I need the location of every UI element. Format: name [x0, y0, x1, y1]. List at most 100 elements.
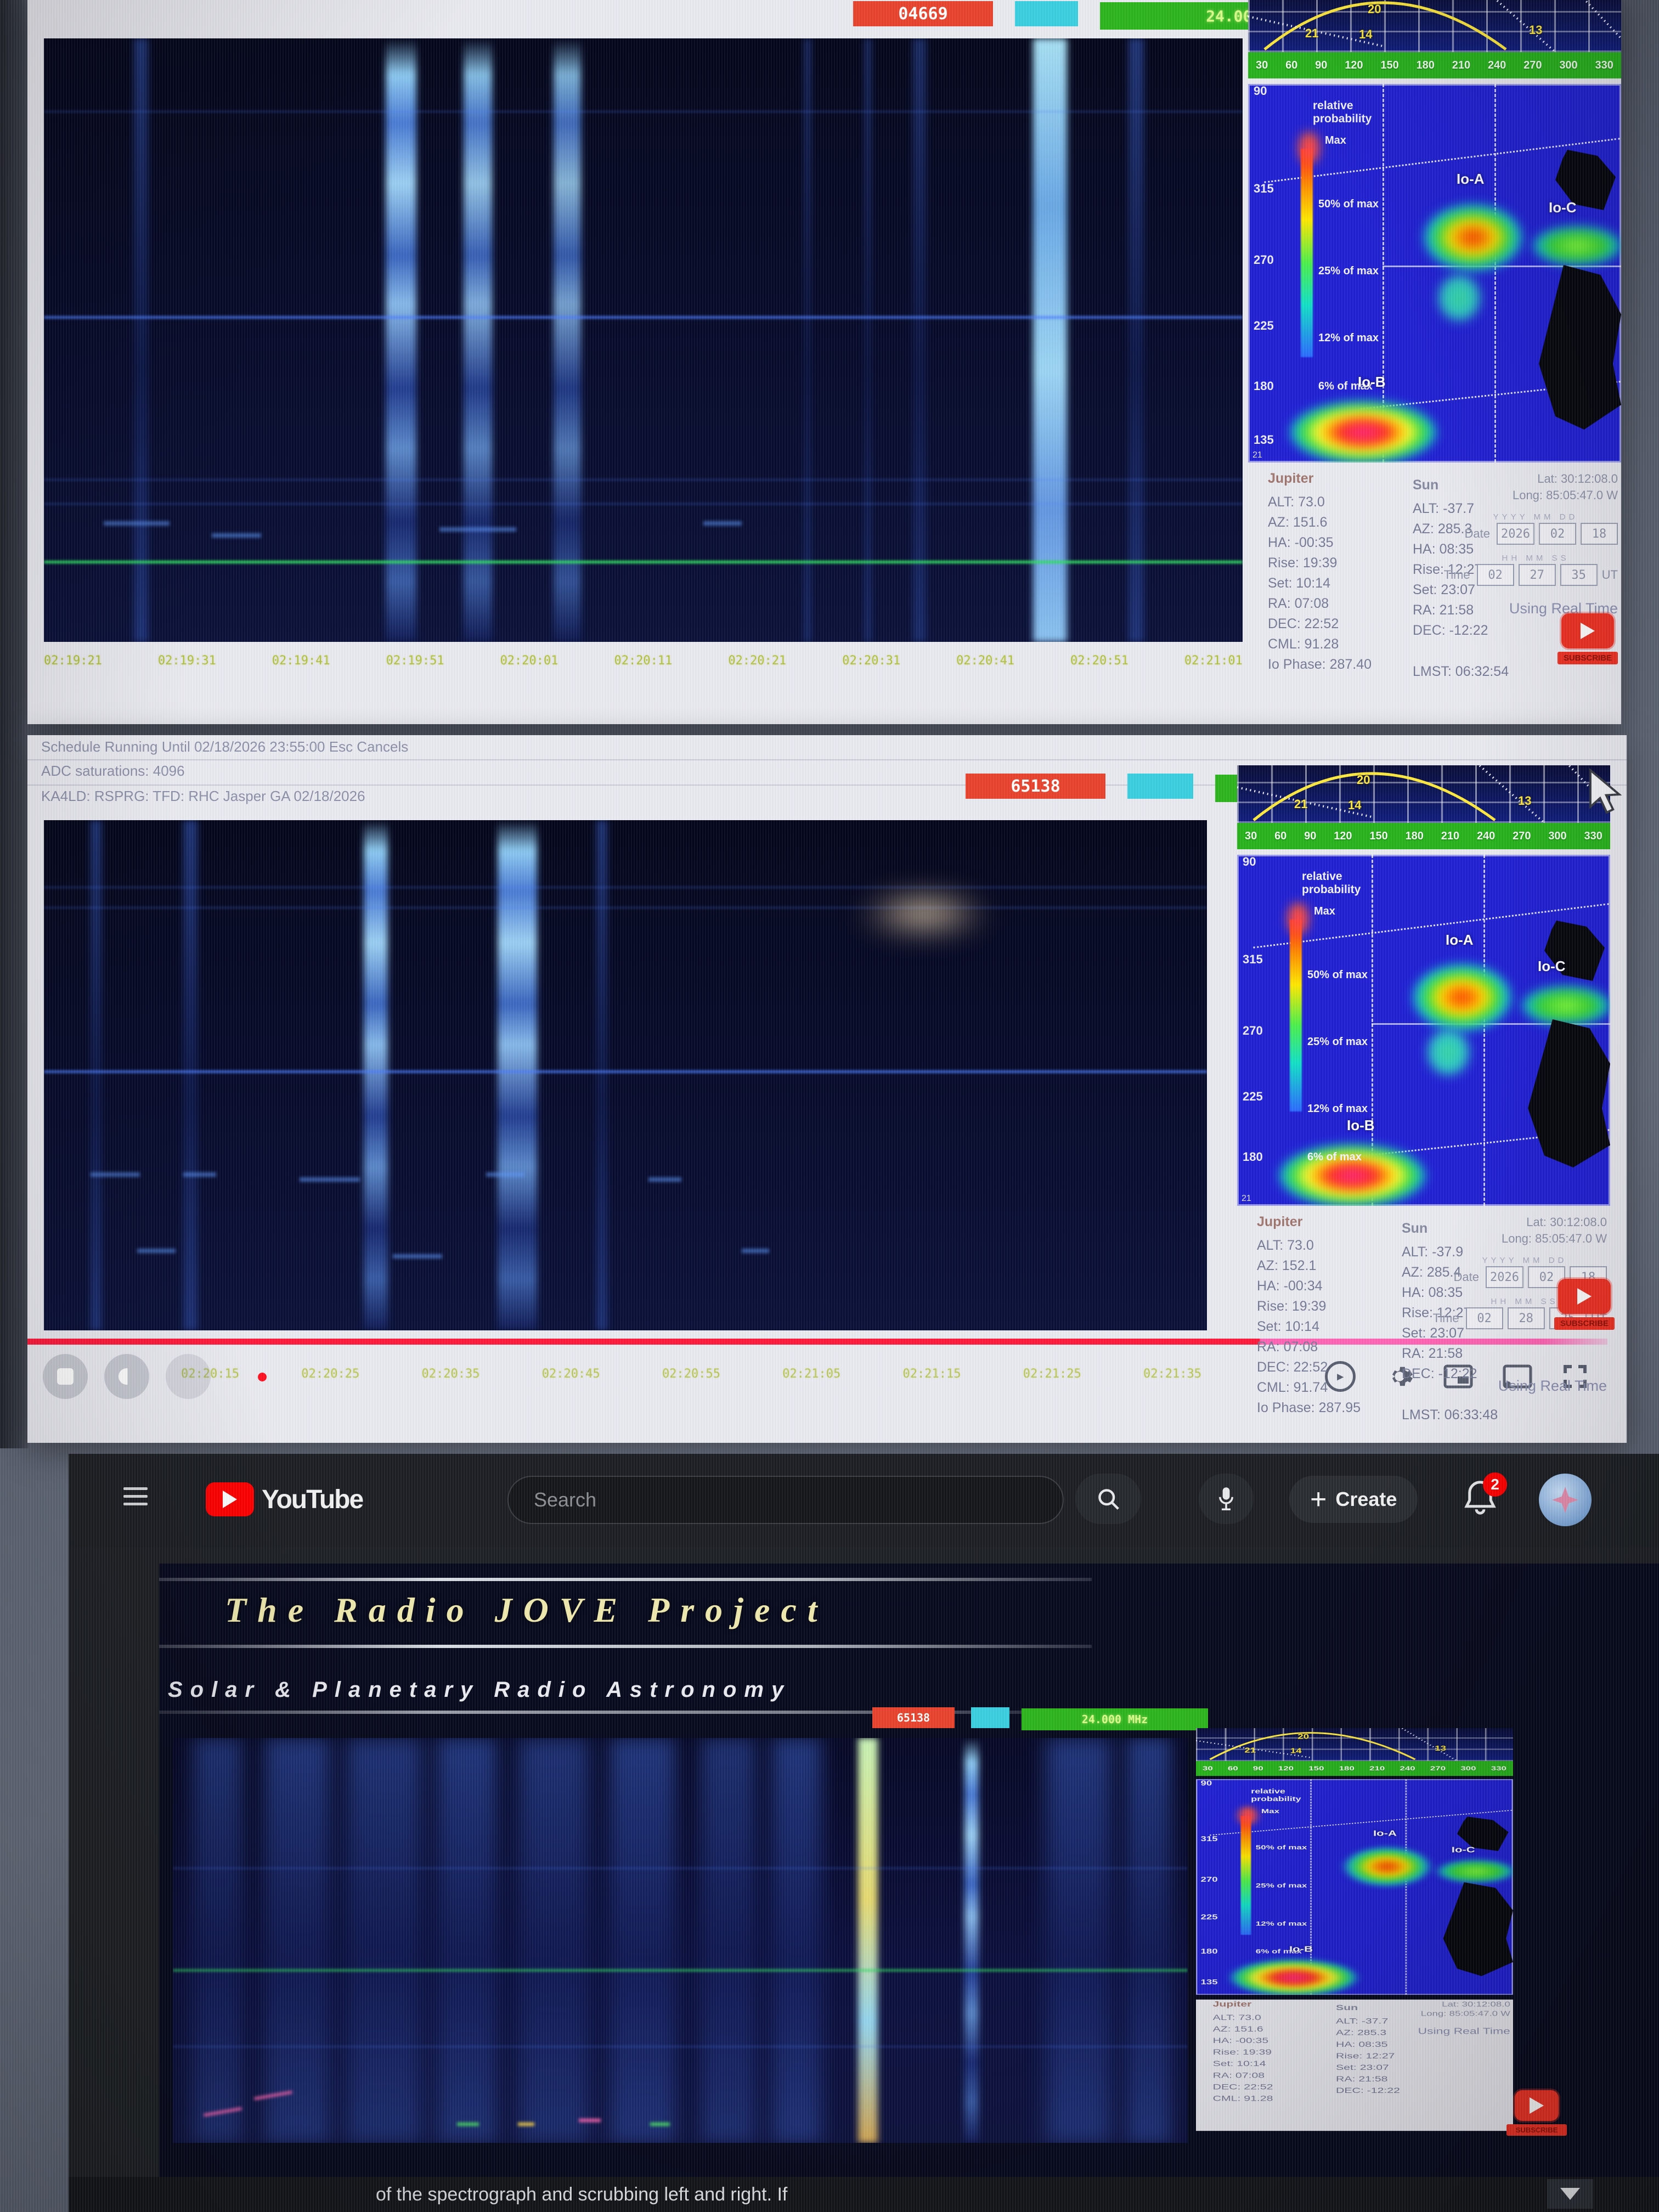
schedule-status: Schedule Running Until 02/18/2026 23:55:… — [41, 738, 409, 755]
spectrogram-display-video — [173, 1738, 1188, 2143]
io-phase: Io Phase: 287.40 — [1268, 657, 1372, 672]
jupiter-title: Jupiter — [1257, 1214, 1303, 1229]
time-axis-middle: 02:20:15 02:20:25 02:20:35 02:20:45 02:20:55… — [181, 1367, 1201, 1381]
time-format: HH MM SS — [1491, 1297, 1559, 1306]
sweep-counter-mini: 65138 — [872, 1707, 955, 1728]
playhead-dot — [258, 1373, 267, 1381]
io-phase: Io Phase: 287.95 — [1257, 1400, 1361, 1415]
altitude-azimuth-chart: 2120141322 — [1196, 1728, 1513, 1761]
autoplay-toggle[interactable]: ▸ — [1325, 1361, 1356, 1392]
subscribe-button[interactable]: SUBSCRIBE — [1558, 613, 1618, 664]
lmst: LMST: 06:33:48 — [1402, 1407, 1498, 1423]
avatar[interactable] — [1539, 1474, 1592, 1526]
hamburger-menu-button[interactable] — [123, 1482, 148, 1510]
caption-text: of the spectrograph and scrubbing left a… — [376, 2183, 788, 2205]
youtube-logo[interactable]: YouTube — [206, 1482, 364, 1516]
settings-gear-icon[interactable] — [1385, 1362, 1414, 1391]
path-curves — [1237, 765, 1610, 823]
video-subtitle-banner: Solar & Planetary Radio Astronomy — [168, 1678, 792, 1702]
date-format: YYYY MM DD — [1493, 512, 1578, 522]
sun-title: Sun — [1413, 477, 1439, 493]
play-icon — [1577, 1288, 1592, 1305]
time-minute-field[interactable]: 28 — [1507, 1307, 1545, 1329]
search-input[interactable] — [533, 1488, 1018, 1512]
play-icon — [1581, 623, 1595, 639]
time-hour-field[interactable]: 02 — [1465, 1307, 1503, 1329]
azimuth-scale: 30 60 90 120 150 180 210 240 270 300 330 — [1196, 1760, 1513, 1776]
region-label-io-c: Io-C — [1538, 958, 1566, 974]
pause-icon — [119, 1368, 128, 1385]
caption-expand-button[interactable] — [1547, 2179, 1593, 2209]
chevron-down-icon — [1560, 2188, 1580, 2200]
altitude-azimuth-chart: 2120141322 — [1248, 0, 1621, 52]
azimuth-scale: 30 60 90 120 150 180 210 240 270 300 330 — [1248, 52, 1621, 78]
avatar-star-shape — [1552, 1487, 1578, 1513]
region-label-io-a: Io-A — [1457, 171, 1485, 187]
time-second-field[interactable]: 35 — [1560, 564, 1598, 586]
longitude: Long: 85:05:47.0 W — [1501, 1232, 1607, 1245]
search-button[interactable] — [1075, 1474, 1141, 1524]
mouse-cursor — [1589, 768, 1622, 814]
player-controls-right: ▸ — [1325, 1354, 1588, 1399]
probability-colorbar — [1290, 919, 1302, 1111]
time-minute-field[interactable]: 27 — [1518, 564, 1556, 586]
spectrograph-window-top: 04669 24.000 MHz 02:19:2102:19:3102:19:4… — [27, 0, 1621, 724]
notification-badge: 2 — [1483, 1472, 1507, 1497]
probability-title: relative probability — [1302, 870, 1361, 896]
play-icon — [1530, 2097, 1544, 2114]
adc-status: ADC saturations: 4096 — [41, 763, 185, 779]
miniplayer-icon[interactable] — [1443, 1364, 1473, 1389]
right-panel-video: 2120141322 30609012015018021024027030033… — [1196, 1728, 1580, 2156]
record-button[interactable] — [166, 1354, 211, 1399]
frequency-display-mini: 24.000 MHz — [1022, 1708, 1208, 1730]
date-year-field[interactable]: 2026 — [1486, 1266, 1523, 1288]
video-title-banner: The Radio JOVE Project — [225, 1590, 828, 1629]
lmst: LMST: 06:32:54 — [1413, 664, 1509, 679]
path-curves — [1248, 0, 1621, 52]
date-format: YYYY MM DD — [1482, 1256, 1567, 1265]
spectrogram-display-top[interactable] — [44, 38, 1243, 642]
azimuth-scale: 30 60 90 120 150 180 210 240 270 300 330 — [1237, 823, 1610, 849]
search-box[interactable] — [507, 1476, 1064, 1524]
voice-search-button[interactable] — [1199, 1474, 1254, 1524]
video-scrub-bar[interactable] — [27, 1339, 1607, 1345]
sweep-counter: 65138 — [966, 774, 1105, 799]
cast-icon[interactable] — [1503, 1364, 1532, 1389]
fullscreen-icon[interactable] — [1562, 1363, 1588, 1390]
date-day-field[interactable]: 18 — [1581, 523, 1618, 545]
jupiter-title: Jupiter — [1268, 471, 1314, 486]
youtube-header: YouTube + Create 2 — [69, 1454, 1659, 1547]
spectrograph-window-middle: Schedule Running Until 02/18/2026 23:55:… — [27, 735, 1627, 1443]
caption-bar: of the spectrograph and scrubbing left a… — [69, 2177, 1659, 2212]
status-indicator — [1127, 774, 1193, 799]
region-label-io-a: Io-A — [1446, 932, 1474, 948]
ephemeris-panel-top: Jupiter ALT: 73.0 AZ: 151.6 HA: -00:35 Rise… — [1248, 471, 1621, 690]
date-month-field[interactable]: 02 — [1539, 523, 1576, 545]
ut-label: UT — [1601, 568, 1618, 582]
play-pause-button[interactable] — [104, 1354, 149, 1399]
subscribe-button[interactable]: SUBSCRIBE — [1554, 1279, 1615, 1330]
probability-colorbar — [1301, 149, 1313, 357]
microphone-icon — [1219, 1487, 1233, 1510]
time-axis-top: 02:19:21 02:19:31 02:19:41 02:19:51 02:20:01… — [44, 653, 1243, 668]
altitude-azimuth-chart: 2120141322 — [1237, 765, 1610, 823]
create-button[interactable]: + Create — [1289, 1476, 1418, 1523]
monitor-bezel — [0, 0, 29, 1448]
time-hour-field[interactable]: 02 — [1476, 564, 1514, 586]
spectrogram-display-middle[interactable] — [44, 820, 1207, 1330]
probability-title: relative probability — [1313, 99, 1372, 125]
date-year-field[interactable]: 2026 — [1497, 523, 1534, 545]
region-label-io-b: Io-B — [1347, 1117, 1375, 1133]
realtime-mode-label: Using Real Time — [1498, 1378, 1607, 1394]
video-player[interactable]: The Radio JOVE Project Solar & Planetary… — [159, 1564, 1659, 2177]
subscribe-button[interactable]: SUBSCRIBE — [1506, 2090, 1567, 2136]
right-panel-middle: 2120141322 30609012015018021024027030033… — [1237, 765, 1615, 1443]
notifications-button[interactable]: 2 — [1462, 1472, 1507, 1521]
region-label-io-c: Io-C — [1549, 199, 1577, 216]
stop-button[interactable] — [43, 1354, 88, 1399]
ephemeris-panel-video: Jupiter ALT: 73.0 AZ: 151.6 HA: -00:35 Rise… — [1196, 1999, 1513, 2131]
